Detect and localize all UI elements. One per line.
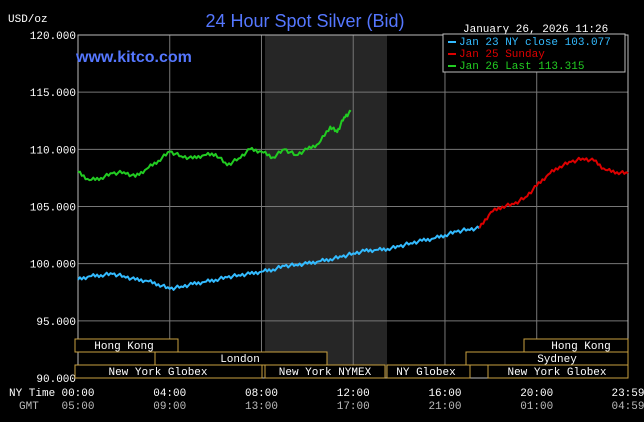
chart-timestamp: January 26, 2026 11:26 [463,24,608,36]
y-tick-label: 100.000 [30,260,76,272]
market-bar-label: Hong Kong [551,341,610,353]
market-bar-box [487,364,629,379]
y-tick-label: 105.000 [30,203,76,215]
y-tick-label: 95.000 [36,317,76,329]
market-bar-label: New York Globex [507,367,606,379]
market-bar-box [74,338,179,353]
legend-entry: Jan 25 Sunday [459,49,545,61]
x-tick-labels: 00:00 04:00 08:00 12:00 16:00 20:00 23:59 05:00… [61,388,644,413]
x-tick-label-ny: 20:00 [520,388,553,400]
market-bar-label: New York Globex [108,367,207,379]
y-tick-label: 120.000 [30,31,76,43]
market-bar-label: NY Globex [396,367,456,379]
x-tick-label-gmt: 13:00 [245,401,278,413]
series-lines [77,109,629,291]
gmt-row-label: GMT [19,401,39,413]
series-line [77,109,352,182]
x-tick-label-gmt: 01:00 [520,401,553,413]
y-tick-label: 115.000 [30,88,76,100]
legend-entry: Jan 26 Last 113.315 [459,61,584,73]
market-bar-label: New York NYMEX [279,367,372,379]
x-tick-label-gmt: 17:00 [337,401,370,413]
y-axis-unit-label: USD/oz [8,14,48,26]
x-tick-label-gmt: 04:59 [611,401,644,413]
market-bar-box [74,364,263,379]
legend-entry: Jan 23 NY close 103.077 [459,37,611,49]
x-tick-label-ny: 00:00 [61,388,94,400]
site-watermark: www.kitco.com [75,49,192,66]
market-session-bars: Hong Kong London New York Globex New York N… [74,338,629,379]
legend-box [442,33,626,73]
ny-time-row-label: NY Time [9,388,55,400]
x-tick-label-gmt: 09:00 [153,401,186,413]
x-tick-label-ny: 12:00 [337,388,370,400]
market-bar-label: London [220,354,260,366]
x-tick-label-ny: 04:00 [153,388,186,400]
chart-title: 24 Hour Spot Silver (Bid) [205,11,404,31]
market-bar-box [386,364,471,379]
y-tick-label: 110.000 [30,145,76,157]
y-tick-labels: 120.000 115.000 110.000 105.000 100.000 95.00… [30,31,76,386]
series-line [478,156,629,229]
x-tick-label-ny: 08:00 [245,388,278,400]
x-tick-label-gmt: 21:00 [428,401,461,413]
x-tick-label-gmt: 05:00 [61,401,94,413]
market-bar-label: Hong Kong [94,341,153,353]
x-tick-label-ny: 23:59 [611,388,644,400]
market-bar-box [264,364,386,379]
x-tick-label-ny: 16:00 [428,388,461,400]
y-tick-label: 90.000 [36,374,76,386]
series-line [77,225,481,291]
grid-lines [78,35,628,378]
market-bar-label: Sydney [537,354,577,366]
